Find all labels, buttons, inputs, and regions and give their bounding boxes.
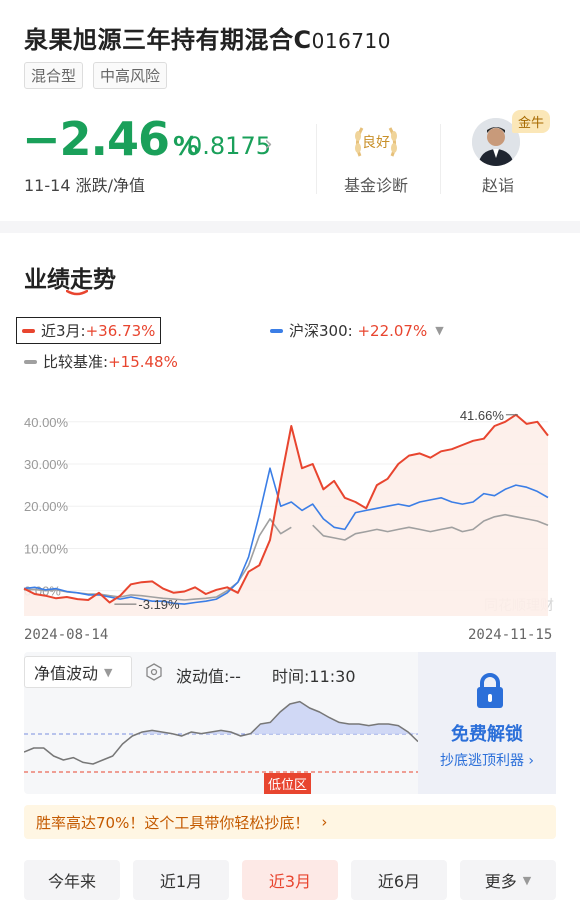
volatility-time: 时间:11:30 <box>272 663 356 687</box>
legend-swatch <box>22 328 35 333</box>
info-hexagon-icon[interactable] <box>145 663 163 681</box>
y-tick-label: 30.00% <box>24 457 69 472</box>
legend-name: 沪深300 <box>289 322 348 340</box>
chevron-right-icon: › <box>321 813 328 831</box>
lock-icon <box>477 673 503 708</box>
section-gap <box>0 221 580 233</box>
diagnosis-badge[interactable]: 良好 <box>350 118 402 166</box>
chevron-down-icon: ▼ <box>522 873 532 887</box>
promo-text: 胜率高达70%！这个工具带你轻松抄底！ <box>36 813 310 832</box>
diagnosis-label[interactable]: 基金诊断 <box>343 176 408 195</box>
performance-chart[interactable]: 40.00%30.00%20.00%10.00%0.00%同花顺理财41.66%… <box>0 380 580 625</box>
daily-change-pct: % <box>173 132 199 162</box>
volatility-chart <box>24 700 418 773</box>
tag-risk: 中高风险 <box>93 62 168 89</box>
tab-label: 今年来 <box>47 872 96 891</box>
y-tick-label: 20.00% <box>24 499 69 514</box>
legend-name: 比较基准 <box>43 353 104 371</box>
legend-swatch <box>270 328 283 333</box>
unlock-title[interactable]: 免费解锁 <box>451 724 523 745</box>
legend-fund[interactable]: 近3月: +36.73% <box>16 317 162 344</box>
tab-3m[interactable]: 近3月 <box>242 860 338 900</box>
tab-1m[interactable]: 近1月 <box>133 860 229 900</box>
gold-bull-badge: 金牛 <box>512 110 551 133</box>
legend-value: +22.07% <box>357 321 428 340</box>
x-axis-start: 2024-08-14 <box>24 627 109 643</box>
tab-ytd[interactable]: 今年来 <box>24 860 120 900</box>
change-label: 11-14 涨跌/净值 <box>24 176 145 195</box>
manager-name[interactable]: 赵诣 <box>481 176 514 195</box>
volatility-time-label: 时间: <box>272 667 310 686</box>
section-title: 业绩走势 <box>24 267 116 293</box>
period-tabs: 今年来 近1月 近3月 近6月 更多 ▼ <box>24 860 556 900</box>
y-tick-label: 40.00% <box>24 415 69 430</box>
tab-6m[interactable]: 近6月 <box>351 860 447 900</box>
legend-swatch <box>24 359 37 364</box>
volatility-line <box>24 700 418 765</box>
manager-avatar-icon <box>472 118 520 166</box>
volatility-selector-label: 净值波动 <box>34 664 99 683</box>
daily-change-value: −2.46 <box>22 112 170 166</box>
tab-label: 近1月 <box>159 872 203 891</box>
y-tick-label: 10.00% <box>24 541 69 556</box>
high-zone-fill <box>142 701 418 734</box>
tab-label: 更多 <box>484 872 517 891</box>
min-label: -3.19% <box>138 597 180 612</box>
volatility-value-number: -- <box>229 667 241 686</box>
legend-value: +15.48% <box>108 352 178 371</box>
legend-benchmark[interactable]: 比较基准: +15.48% <box>24 351 178 372</box>
series-line-1 <box>23 467 549 605</box>
series-area-fill <box>24 414 548 616</box>
tag-type: 混合型 <box>24 62 84 89</box>
legend-value: +36.73% <box>85 321 156 340</box>
volatility-value: 波动值:-- <box>176 663 241 687</box>
legend-index[interactable]: 沪深300: +22.07% ▼ <box>270 320 444 341</box>
nav-chevron-icon[interactable]: › <box>264 132 273 157</box>
max-label: 41.66% <box>460 408 505 423</box>
unlock-subtitle[interactable]: 抄底逃顶利器 › <box>439 753 535 769</box>
tab-label: 近6月 <box>377 872 421 891</box>
fund-name: 泉果旭源三年持有期混合C016710 <box>24 20 391 55</box>
diagnosis-badge-text: 良好 <box>362 135 390 151</box>
legend-name: 近3月 <box>41 322 81 340</box>
volatility-selector[interactable]: 净值波动 ▼ <box>24 656 132 688</box>
fund-code: 016710 <box>311 29 391 53</box>
series-line-0 <box>23 413 549 604</box>
volatility-time-value: 11:30 <box>309 667 356 686</box>
nav-value[interactable]: 0.8175 <box>187 132 271 160</box>
x-axis-end: 2024-11-15 <box>468 627 553 643</box>
low-zone-label: 低位区 <box>264 773 312 794</box>
fund-name-text: 泉果旭源三年持有期混合C <box>24 26 312 54</box>
volatility-value-label: 波动值: <box>176 667 230 686</box>
divider <box>316 124 317 194</box>
title-underline-icon <box>66 290 88 296</box>
divider <box>440 124 441 194</box>
tab-label: 近3月 <box>268 872 312 891</box>
promo-banner[interactable]: 胜率高达70%！这个工具带你轻松抄底！ › <box>24 805 556 839</box>
tab-more[interactable]: 更多 ▼ <box>460 860 556 900</box>
dropdown-caret-icon: ▼ <box>435 324 444 337</box>
daily-change: −2.46% <box>22 112 199 166</box>
fund-tags: 混合型 中高风险 <box>24 62 168 89</box>
laurel-icon <box>355 127 397 157</box>
chevron-down-icon: ▼ <box>104 665 113 679</box>
